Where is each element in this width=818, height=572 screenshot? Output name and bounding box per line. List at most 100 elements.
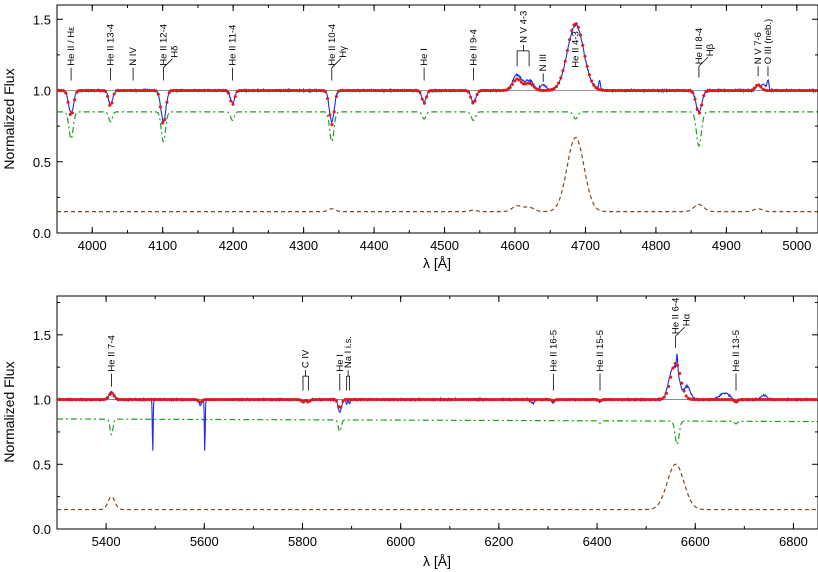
model-point xyxy=(84,398,88,402)
model-point xyxy=(407,88,411,93)
model-point xyxy=(407,398,411,402)
model-point xyxy=(794,398,798,402)
model-point xyxy=(361,398,365,402)
model-point xyxy=(766,398,770,402)
model-point xyxy=(770,88,774,93)
model-point xyxy=(64,91,68,95)
x-tick-label: 4400 xyxy=(360,238,389,253)
model-point xyxy=(572,398,576,402)
model-point xyxy=(447,88,451,93)
model-point xyxy=(378,88,382,93)
model-point xyxy=(539,398,543,402)
model-point xyxy=(508,398,512,402)
model-point xyxy=(812,398,816,402)
model-point xyxy=(675,364,679,368)
model-point xyxy=(541,88,545,92)
model-point xyxy=(801,88,805,93)
model-point xyxy=(574,22,578,26)
model-point xyxy=(154,398,158,402)
model-point xyxy=(99,398,103,402)
model-point xyxy=(684,394,688,398)
model-point xyxy=(691,397,695,402)
model-point xyxy=(150,398,154,402)
model-point xyxy=(233,95,237,99)
model-point xyxy=(77,89,81,93)
model-point xyxy=(134,398,138,402)
model-point xyxy=(708,88,712,93)
model-point xyxy=(433,398,437,402)
model-point xyxy=(392,88,396,93)
model-point xyxy=(418,90,422,94)
model-point xyxy=(147,88,151,93)
model-point xyxy=(669,88,673,93)
model-point xyxy=(660,88,664,93)
model-point xyxy=(477,398,481,402)
model-point xyxy=(768,88,772,93)
y-tick-label: 0.5 xyxy=(33,457,51,472)
model-point xyxy=(440,398,444,402)
model-point xyxy=(579,33,583,37)
model-point xyxy=(427,398,431,402)
model-point xyxy=(169,398,173,402)
model-point xyxy=(121,88,125,93)
model-point xyxy=(521,398,525,402)
model-point xyxy=(741,88,745,93)
model-point xyxy=(763,398,767,402)
star2-series xyxy=(57,463,818,511)
model-point xyxy=(81,88,85,93)
model-point xyxy=(530,83,534,87)
plot-area xyxy=(57,353,818,511)
model-point xyxy=(460,398,464,402)
model-point xyxy=(506,87,510,91)
model-point xyxy=(222,398,226,402)
model-point xyxy=(568,398,572,402)
line-label: N V 4-3 xyxy=(518,11,529,43)
line-label: Hβ xyxy=(705,43,716,56)
line-label: He II 15-5 xyxy=(595,330,606,372)
model-point xyxy=(697,398,701,402)
model-point xyxy=(576,25,580,29)
model-point xyxy=(704,398,708,402)
model-point xyxy=(392,398,396,402)
model-point xyxy=(321,398,325,402)
model-point xyxy=(165,100,169,104)
line-label: He II 13-5 xyxy=(731,330,742,372)
model-point xyxy=(187,398,191,402)
model-point xyxy=(627,398,631,402)
model-point xyxy=(673,361,677,365)
model-point xyxy=(304,398,308,403)
model-point xyxy=(609,398,613,402)
model-point xyxy=(365,88,369,93)
model-point xyxy=(297,88,301,93)
model-point xyxy=(473,398,477,402)
model-point xyxy=(350,398,354,402)
model-point xyxy=(99,88,103,93)
model-point xyxy=(409,398,413,402)
model-point xyxy=(581,43,585,47)
model-point xyxy=(299,88,303,93)
model-point xyxy=(453,398,457,402)
model-point xyxy=(295,88,299,93)
model-point xyxy=(363,88,367,93)
model-point xyxy=(389,88,393,93)
line-label: N III xyxy=(538,54,549,71)
model-point xyxy=(796,398,800,402)
model-point xyxy=(420,97,424,101)
model-point xyxy=(464,398,468,402)
model-point xyxy=(293,88,297,93)
model-point xyxy=(682,389,686,393)
model-point xyxy=(700,398,704,402)
model-point xyxy=(431,88,435,93)
model-point xyxy=(110,101,114,105)
model-point xyxy=(328,398,332,402)
model-point xyxy=(84,88,88,93)
model-point xyxy=(405,88,409,93)
model-point xyxy=(70,398,74,402)
model-point xyxy=(493,398,497,402)
model-point xyxy=(438,398,442,402)
line-marker xyxy=(331,58,342,68)
model-point xyxy=(235,398,239,402)
model-point xyxy=(400,398,404,402)
model-point xyxy=(356,88,360,93)
model-point xyxy=(455,88,459,93)
